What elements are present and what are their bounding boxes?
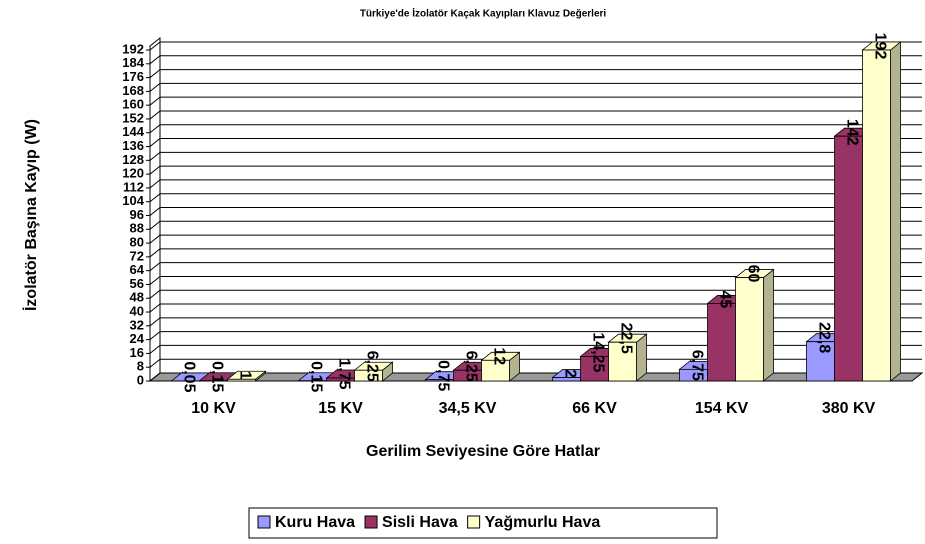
grid-line — [149, 262, 161, 272]
bar — [834, 135, 863, 382]
x-tick-label: 10 KV — [191, 400, 236, 417]
y-tick-label: 96 — [130, 207, 144, 222]
y-tick-label: 104 — [122, 193, 144, 208]
y-tick-label: 160 — [122, 97, 144, 112]
data-label: 0,15 — [208, 361, 225, 392]
y-tick-label: 152 — [122, 110, 144, 125]
bar — [608, 341, 637, 382]
y-tick-label: 24 — [130, 331, 145, 346]
data-label: 60 — [744, 265, 761, 283]
legend-swatch — [364, 515, 378, 529]
y-tick-label: 88 — [130, 221, 144, 236]
data-label: 14,25 — [589, 332, 606, 372]
bar — [227, 378, 256, 382]
data-label: 22,5 — [617, 323, 634, 354]
grid-line — [149, 358, 161, 368]
grid-line — [149, 55, 161, 65]
y-tick-label: 112 — [123, 179, 144, 194]
legend-swatch — [467, 515, 481, 529]
bar — [806, 341, 835, 382]
data-label: 6,25 — [462, 351, 479, 382]
grid-line — [149, 234, 161, 244]
legend-label: Sisli Hava — [382, 514, 458, 531]
grid-line — [149, 303, 161, 313]
grid-line — [149, 345, 161, 354]
grid-line — [149, 207, 161, 216]
data-label: 12 — [490, 347, 507, 365]
back-wall — [149, 36, 161, 383]
legend-swatch — [257, 515, 271, 529]
x-axis-title: Gerilim Seviyesine Göre Hatlar — [366, 443, 600, 460]
data-label: 6,25 — [363, 351, 380, 382]
y-tick-label: 8 — [137, 359, 144, 374]
y-tick-label: 128 — [122, 152, 144, 167]
x-tick-label: 34,5 KV — [439, 400, 497, 417]
y-tick-label: 192 — [122, 41, 144, 56]
y-tick-label: 176 — [122, 69, 144, 84]
x-tick-label: 15 KV — [318, 400, 363, 417]
data-label: 6,75 — [688, 350, 705, 381]
y-tick-label: 0 — [137, 372, 144, 387]
x-tick-label: 66 KV — [572, 400, 617, 417]
data-label: 1,75 — [335, 358, 352, 389]
grid-line — [149, 248, 161, 258]
y-tick-label: 72 — [130, 248, 144, 263]
chart-title: Türkiye'de İzolatör Kaçak Kayıpları Klav… — [360, 7, 607, 20]
grid-line — [149, 138, 161, 147]
grid-line — [149, 124, 161, 134]
data-label: 0,15 — [307, 361, 324, 392]
y-tick-label: 56 — [130, 276, 144, 291]
bar — [862, 49, 891, 382]
x-tick-label: 154 KV — [695, 400, 749, 417]
data-label: 1 — [236, 371, 253, 380]
grid-line — [149, 69, 161, 78]
bar-side — [763, 268, 774, 382]
legend-label: Kuru Hava — [275, 514, 355, 531]
data-label: 45 — [716, 291, 733, 309]
grid-line — [149, 220, 161, 230]
grid-line — [149, 165, 161, 175]
y-tick-label: 144 — [122, 124, 144, 139]
grid-line — [149, 289, 161, 299]
y-tick-label: 64 — [130, 262, 145, 277]
data-label: 2 — [561, 369, 578, 378]
y-tick-label: 48 — [130, 290, 144, 305]
grid-line — [149, 41, 161, 51]
grid-line — [149, 317, 161, 327]
y-tick-label: 168 — [122, 83, 144, 98]
y-tick-label: 80 — [130, 235, 144, 250]
bar-side — [890, 41, 901, 382]
data-label: 0,75 — [434, 360, 451, 391]
y-axis-title: İzolatör Başına Kayıp (W) — [22, 119, 40, 311]
grid-line — [149, 276, 161, 285]
grid-line — [149, 151, 161, 161]
y-tick-label: 40 — [130, 303, 144, 318]
y-tick-label: 32 — [130, 317, 144, 332]
grid-line — [149, 96, 161, 106]
y-tick-label: 136 — [122, 138, 144, 153]
bar — [707, 303, 736, 382]
grid-line — [149, 193, 161, 203]
bar — [354, 369, 383, 382]
grid-line — [149, 331, 161, 341]
grid-line — [149, 82, 161, 92]
data-label: 192 — [871, 33, 888, 60]
legend-label: Yağmurlu Hava — [485, 514, 601, 531]
data-label: 0,05 — [180, 361, 197, 392]
data-label: 142 — [843, 119, 860, 146]
legend-box — [248, 507, 718, 539]
data-label: 22,8 — [815, 322, 832, 353]
x-tick-label: 380 KV — [822, 400, 876, 417]
grid-line — [149, 372, 161, 382]
bar — [552, 377, 581, 382]
y-tick-label: 120 — [122, 166, 144, 181]
bar — [481, 359, 510, 382]
y-tick-label: 16 — [130, 345, 144, 360]
grid-line — [149, 110, 161, 120]
bar — [735, 277, 764, 382]
grid-line — [149, 179, 161, 189]
y-tick-label: 184 — [122, 55, 144, 70]
